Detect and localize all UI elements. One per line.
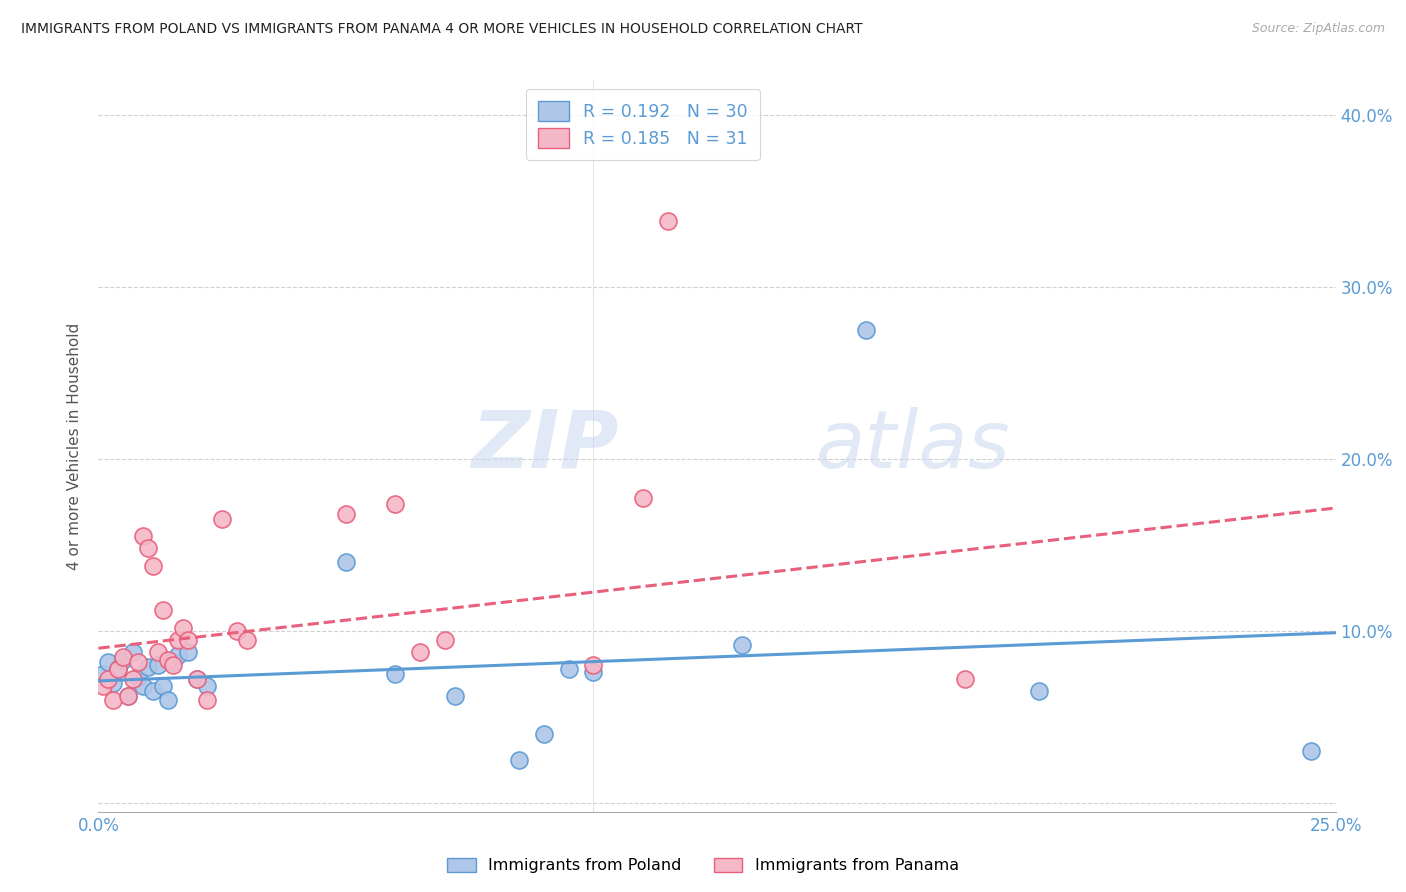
Point xyxy=(112,653,135,667)
Point xyxy=(855,323,877,337)
Point xyxy=(335,507,357,521)
Point xyxy=(657,214,679,228)
Point xyxy=(107,662,129,676)
Point xyxy=(156,653,179,667)
Point xyxy=(146,645,169,659)
Point xyxy=(136,660,159,674)
Point xyxy=(117,690,139,704)
Point xyxy=(384,497,406,511)
Point xyxy=(142,684,165,698)
Point xyxy=(211,512,233,526)
Y-axis label: 4 or more Vehicles in Household: 4 or more Vehicles in Household xyxy=(67,322,83,570)
Point xyxy=(335,555,357,569)
Point xyxy=(162,655,184,669)
Point xyxy=(443,690,465,704)
Point xyxy=(103,675,125,690)
Point xyxy=(172,621,194,635)
Point xyxy=(107,662,129,676)
Point xyxy=(582,658,605,673)
Point xyxy=(226,624,249,638)
Point xyxy=(127,655,149,669)
Point xyxy=(236,632,259,647)
Legend: Immigrants from Poland, Immigrants from Panama: Immigrants from Poland, Immigrants from … xyxy=(440,851,966,880)
Point xyxy=(117,690,139,704)
Point xyxy=(409,645,432,659)
Point xyxy=(1299,744,1322,758)
Point xyxy=(93,667,115,681)
Text: IMMIGRANTS FROM POLAND VS IMMIGRANTS FROM PANAMA 4 OR MORE VEHICLES IN HOUSEHOLD: IMMIGRANTS FROM POLAND VS IMMIGRANTS FRO… xyxy=(21,22,863,37)
Point xyxy=(953,672,976,686)
Point xyxy=(731,638,754,652)
Point xyxy=(384,667,406,681)
Point xyxy=(166,648,188,662)
Point xyxy=(533,727,555,741)
Point xyxy=(156,693,179,707)
Point xyxy=(142,558,165,573)
Point xyxy=(186,672,208,686)
Point xyxy=(433,632,456,647)
Point xyxy=(132,679,155,693)
Point xyxy=(152,603,174,617)
Point xyxy=(176,645,198,659)
Text: atlas: atlas xyxy=(815,407,1011,485)
Point xyxy=(112,649,135,664)
Point xyxy=(186,672,208,686)
Point xyxy=(152,679,174,693)
Text: ZIP: ZIP xyxy=(471,407,619,485)
Point xyxy=(166,632,188,647)
Point xyxy=(508,753,530,767)
Point xyxy=(582,665,605,680)
Point xyxy=(195,679,218,693)
Point xyxy=(122,645,145,659)
Point xyxy=(195,693,218,707)
Point xyxy=(631,491,654,506)
Point xyxy=(132,529,155,543)
Point xyxy=(136,541,159,556)
Point xyxy=(557,662,579,676)
Point xyxy=(93,679,115,693)
Point xyxy=(97,672,120,686)
Point xyxy=(162,658,184,673)
Point xyxy=(127,671,149,685)
Point xyxy=(1028,684,1050,698)
Point xyxy=(103,693,125,707)
Point xyxy=(122,672,145,686)
Legend: R = 0.192   N = 30, R = 0.185   N = 31: R = 0.192 N = 30, R = 0.185 N = 31 xyxy=(526,89,759,161)
Point xyxy=(146,658,169,673)
Point xyxy=(97,655,120,669)
Text: Source: ZipAtlas.com: Source: ZipAtlas.com xyxy=(1251,22,1385,36)
Point xyxy=(176,632,198,647)
